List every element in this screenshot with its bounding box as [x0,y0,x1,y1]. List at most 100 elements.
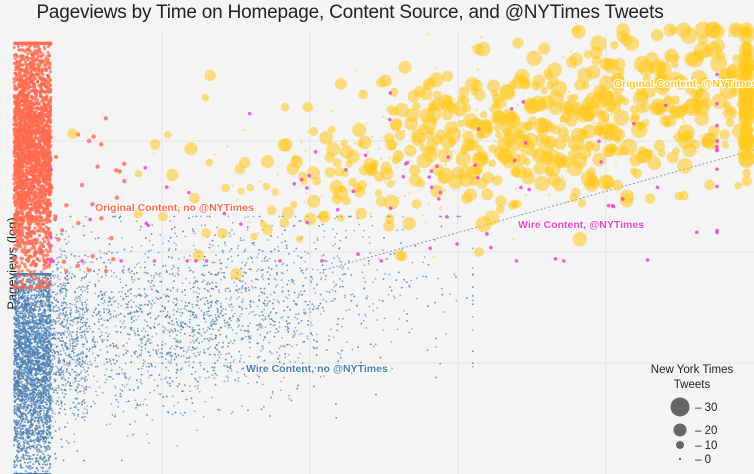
point-wire-no-nytimes [49,301,52,304]
point-wire-no-nytimes [269,350,271,353]
point-wire-no-nytimes [49,414,52,417]
point-wire-no-nytimes [55,365,57,368]
point-wire-no-nytimes [16,324,19,327]
point-wire-no-nytimes [313,241,316,244]
point-wire-no-nytimes [13,426,16,429]
point-wire-no-nytimes [198,292,200,295]
point-wire-no-nytimes [110,269,113,272]
point-wire-no-nytimes [287,279,290,282]
point-wire-no-nytimes [32,413,35,416]
point-wire-no-nytimes [16,368,19,371]
point-wire-no-nytimes [102,391,104,394]
point-wire-no-nytimes [39,323,42,326]
point-wire-no-nytimes [181,367,183,369]
point-wire-no-nytimes [13,348,16,351]
point-wire-no-nytimes [122,265,125,268]
point-wire-no-nytimes [48,448,51,451]
point-wire-no-nytimes [19,411,22,414]
point-wire-no-nytimes [235,284,238,287]
point-wire-no-nytimes [41,386,44,389]
point-wire-no-nytimes [47,444,50,447]
point-wire-no-nytimes [76,297,79,300]
point-wire-no-nytimes [378,299,381,302]
point-wire-no-nytimes [24,401,27,404]
point-wire-no-nytimes [66,304,68,306]
point-wire-no-nytimes [98,328,100,330]
point-wire-no-nytimes [47,457,50,460]
point-wire-no-nytimes [20,364,23,367]
point-wire-no-nytimes [46,294,49,297]
point-wire-no-nytimes [140,367,143,370]
point-wire-no-nytimes [48,321,51,324]
point-wire-no-nytimes [164,343,167,345]
point-wire-no-nytimes [39,363,42,366]
point-wire-no-nytimes [17,403,20,406]
point-wire-no-nytimes [49,402,52,405]
point-wire-no-nytimes [17,329,20,332]
point-wire-no-nytimes [35,428,38,431]
point-wire-no-nytimes [59,350,62,353]
point-wire-no-nytimes [211,244,214,247]
point-wire-no-nytimes [66,362,68,364]
point-wire-no-nytimes [32,288,35,291]
point-wire-no-nytimes [29,393,32,396]
point-wire-no-nytimes [135,295,138,298]
point-wire-no-nytimes [142,359,145,361]
point-wire-no-nytimes [80,279,83,282]
point-wire-no-nytimes [119,388,122,391]
point-wire-no-nytimes [384,273,387,275]
point-wire-no-nytimes [189,287,192,290]
point-wire-no-nytimes [37,469,40,472]
point-wire-no-nytimes [269,293,272,296]
point-wire-no-nytimes [230,296,232,299]
point-wire-no-nytimes [49,432,52,435]
point-wire-no-nytimes [231,229,233,232]
point-wire-no-nytimes [121,286,124,289]
point-wire-no-nytimes [269,312,272,315]
point-wire-no-nytimes [38,450,41,453]
point-wire-no-nytimes [40,466,43,469]
point-wire-no-nytimes [233,312,236,315]
point-wire-no-nytimes [73,348,76,351]
point-wire-no-nytimes [344,294,346,297]
point-wire-no-nytimes [166,311,169,313]
point-wire-no-nytimes [14,436,17,439]
point-wire-no-nytimes [36,391,39,394]
point-wire-no-nytimes [29,314,32,317]
point-wire-no-nytimes [19,315,22,318]
point-wire-no-nytimes [74,418,77,421]
point-wire-no-nytimes [415,277,418,279]
point-wire-no-nytimes [48,434,51,437]
point-wire-no-nytimes [13,388,16,391]
point-wire-no-nytimes [23,300,26,303]
point-wire-no-nytimes [64,354,67,357]
point-wire-no-nytimes [18,319,21,322]
point-wire-no-nytimes [402,215,405,218]
point-wire-no-nytimes [204,224,207,227]
point-wire-no-nytimes [35,332,38,335]
point-wire-no-nytimes [224,308,227,311]
point-wire-no-nytimes [66,306,69,309]
point-wire-no-nytimes [65,230,67,233]
point-wire-no-nytimes [18,395,21,398]
point-wire-no-nytimes [202,297,205,300]
point-wire-no-nytimes [245,307,248,310]
point-wire-no-nytimes [44,273,47,276]
point-wire-no-nytimes [82,285,84,288]
point-wire-no-nytimes [18,369,21,372]
point-wire-no-nytimes [31,466,34,469]
point-wire-no-nytimes [169,334,171,337]
point-wire-no-nytimes [37,399,40,402]
point-wire-no-nytimes [111,298,113,300]
point-wire-no-nytimes [16,382,19,385]
point-wire-no-nytimes [23,403,26,406]
point-wire-no-nytimes [41,354,44,357]
point-wire-no-nytimes [253,244,256,246]
point-wire-no-nytimes [120,304,123,307]
point-wire-no-nytimes [142,403,145,406]
point-wire-no-nytimes [58,278,61,281]
point-wire-no-nytimes [22,330,25,333]
point-wire-no-nytimes [48,367,51,370]
point-wire-no-nytimes [41,334,44,337]
point-wire-no-nytimes [33,327,36,330]
